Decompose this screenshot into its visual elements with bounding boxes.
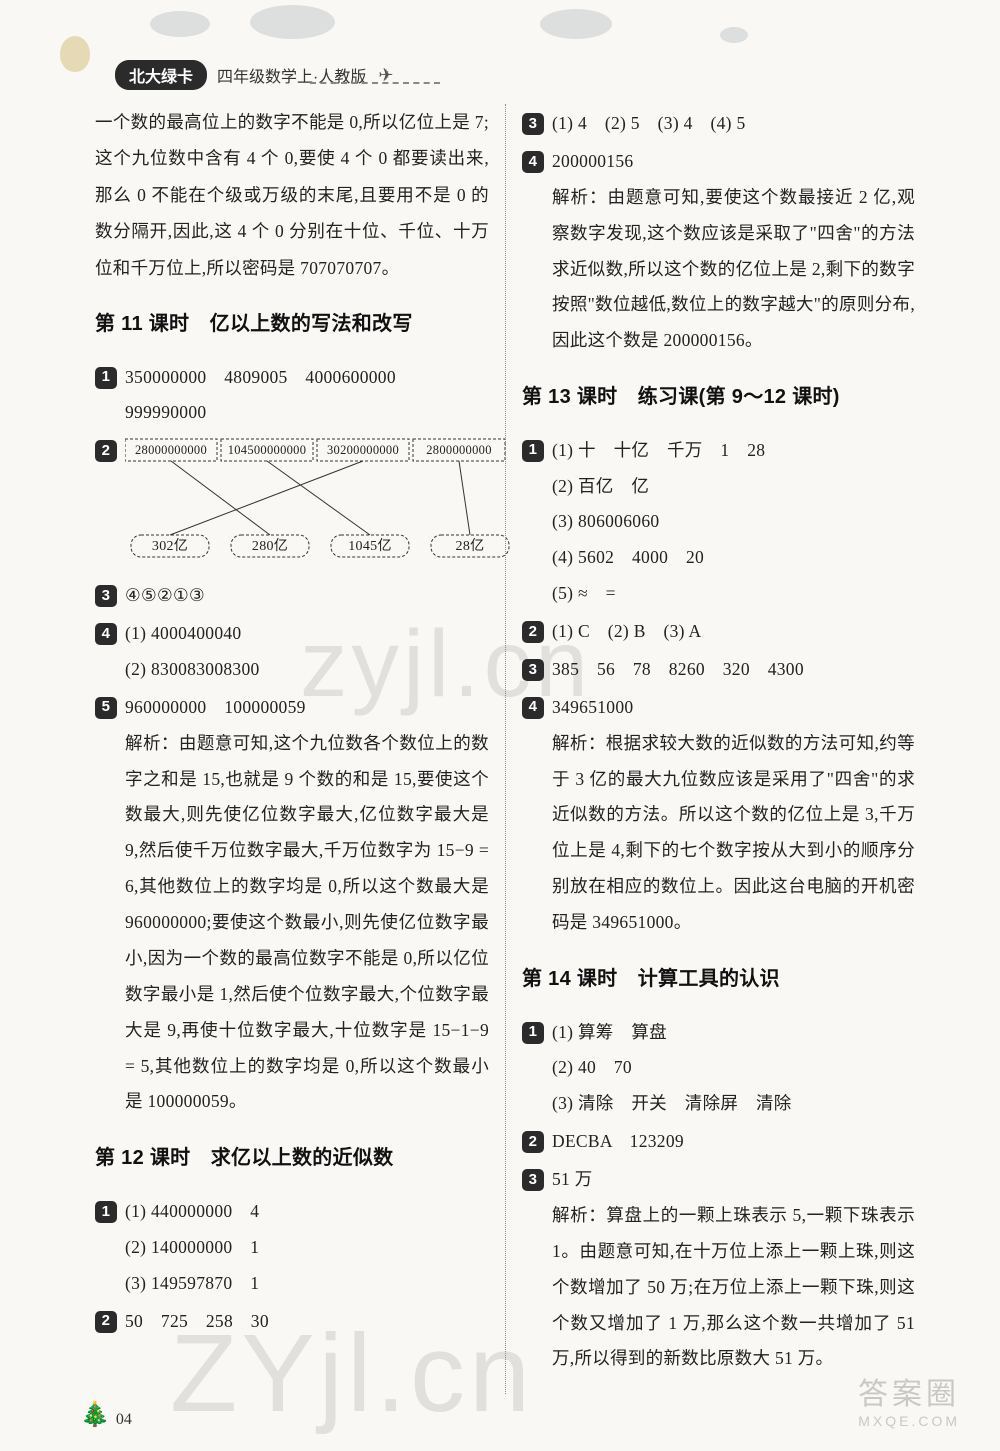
svg-text:302亿: 302亿 — [152, 538, 188, 554]
num-badge: 4 — [522, 697, 544, 719]
q11-4-1: (1) 4000400040 — [125, 616, 489, 652]
q14-3-body: 51 万 解析：算盘上的一颗上珠表示 5,一颗下珠表示 1。由题意可知,在十万位… — [552, 1162, 915, 1377]
num-badge: 1 — [522, 1022, 544, 1044]
q11-1: 1 350000000 4809005 4000600000 999990000 — [95, 360, 489, 432]
q14-1-3: (3) 清除 开关 清除屏 清除 — [552, 1086, 915, 1122]
q11-4-body: (1) 4000400040 (2) 830083008300 — [125, 616, 489, 688]
q12-1: 1 (1) 440000000 4 (2) 140000000 1 (3) 14… — [95, 1194, 489, 1302]
lesson-14-title: 第 14 课时 计算工具的认识 — [522, 959, 915, 1001]
q12-1-1: (1) 440000000 4 — [125, 1194, 489, 1230]
intro-paragraph: 一个数的最高位上的数字不能是 0,所以亿位上是 7;这个九位数中含有 4 个 0… — [95, 104, 489, 286]
num-badge: 4 — [522, 151, 544, 173]
brand-bot: MXQE.COM — [858, 1413, 960, 1429]
q11-5-body: 960000000 100000059 解析：由题意可知,这个九位数各个数位上的… — [125, 690, 489, 1121]
q12-2-body: 50 725 258 30 — [125, 1304, 489, 1340]
brand-top: 答案圈 — [858, 1369, 960, 1413]
q12-4: 4 200000156 解析：由题意可知,要使这个数最接近 2 亿,观察数字发现… — [522, 144, 915, 359]
series-badge: 北大绿卡 — [115, 60, 207, 90]
q12-4-head: 200000156 — [552, 144, 915, 180]
decorative-clouds — [0, 5, 1000, 60]
q14-1: 1 (1) 算筹 算盘 (2) 40 70 (3) 清除 开关 清除屏 清除 — [522, 1015, 915, 1123]
left-column: 一个数的最高位上的数字不能是 0,所以亿位上是 7;这个九位数中含有 4 个 0… — [95, 104, 505, 1394]
svg-text:1045亿: 1045亿 — [348, 538, 392, 554]
q13-1-5: (5) ≈ = — [552, 576, 915, 612]
q13-4-head: 349651000 — [552, 690, 915, 726]
svg-text:28亿: 28亿 — [456, 538, 485, 554]
q13-1-4: (4) 5602 4000 20 — [552, 540, 915, 576]
q12-1-3: (3) 149597870 1 — [125, 1266, 489, 1302]
page-number: 04 — [116, 1411, 132, 1429]
q11-4: 4 (1) 4000400040 (2) 830083008300 — [95, 616, 489, 688]
q11-3: 3 ④⑤②①③ — [95, 578, 489, 614]
q13-4-body: 349651000 解析：根据求较大数的近似数的方法可知,约等于 3 亿的最大九… — [552, 690, 915, 941]
lesson-12-title: 第 12 课时 求亿以上数的近似数 — [95, 1138, 489, 1180]
q14-1-1: (1) 算筹 算盘 — [552, 1015, 915, 1051]
q12-3-body: (1) 4 (2) 5 (3) 4 (4) 5 — [552, 106, 915, 142]
page-footer: 🎄 04 — [80, 1400, 132, 1429]
num-badge: 1 — [522, 440, 544, 462]
q14-3-head: 51 万 — [552, 1162, 915, 1198]
svg-text:30200000000: 30200000000 — [327, 443, 399, 457]
q13-4: 4 349651000 解析：根据求较大数的近似数的方法可知,约等于 3 亿的最… — [522, 690, 915, 941]
svg-text:280亿: 280亿 — [252, 538, 288, 554]
q11-5: 5 960000000 100000059 解析：由题意可知,这个九位数各个数位… — [95, 690, 489, 1121]
q12-1-body: (1) 440000000 4 (2) 140000000 1 (3) 1495… — [125, 1194, 489, 1302]
page-header: 北大绿卡 四年级数学上·人教版 ✈ — [115, 60, 393, 90]
q13-4-explain: 解析：根据求较大数的近似数的方法可知,约等于 3 亿的最大九位数应该是采用了"四… — [552, 726, 915, 941]
q11-3-body: ④⑤②①③ — [125, 578, 489, 614]
q12-1-2: (2) 140000000 1 — [125, 1230, 489, 1266]
q12-4-explain: 解析：由题意可知,要使这个数最接近 2 亿,观察数字发现,这个数应该是采取了"四… — [552, 180, 915, 359]
q14-2-body: DECBA 123209 — [552, 1124, 915, 1160]
num-badge: 4 — [95, 623, 117, 645]
svg-text:28000000000: 28000000000 — [135, 443, 207, 457]
q12-4-body: 200000156 解析：由题意可知,要使这个数最接近 2 亿,观察数字发现,这… — [552, 144, 915, 359]
q13-2-body: (1) C (2) B (3) A — [552, 614, 915, 650]
num-badge: 5 — [95, 697, 117, 719]
right-column: 3 (1) 4 (2) 5 (3) 4 (4) 5 4 200000156 解析… — [506, 104, 915, 1394]
num-badge: 1 — [95, 1201, 117, 1223]
q12-3: 3 (1) 4 (2) 5 (3) 4 (4) 5 — [522, 106, 915, 142]
q13-2: 2 (1) C (2) B (3) A — [522, 614, 915, 650]
q13-3-body: 385 56 78 8260 320 4300 — [552, 652, 915, 688]
q11-2: 2 28000000000 104500000000 30200000000 2800… — [95, 433, 489, 576]
q11-5-head: 960000000 100000059 — [125, 690, 489, 726]
num-badge: 3 — [95, 585, 117, 607]
svg-text:2800000000: 2800000000 — [426, 443, 492, 457]
q13-1-body: (1) 十 十亿 千万 1 28 (2) 百亿 亿 (3) 806006060 … — [552, 433, 915, 612]
q13-1-2: (2) 百亿 亿 — [552, 469, 915, 505]
q11-5-explain: 解析：由题意可知,这个九位数各个数位上的数字之和是 15,也就是 9 个数的和是… — [125, 726, 489, 1121]
header-trail — [310, 82, 440, 84]
q14-3: 3 51 万 解析：算盘上的一颗上珠表示 5,一颗下珠表示 1。由题意可知,在十… — [522, 1162, 915, 1377]
num-badge: 3 — [522, 113, 544, 135]
q13-3: 3 385 56 78 8260 320 4300 — [522, 652, 915, 688]
q11-1-body: 350000000 4809005 4000600000 999990000 — [125, 360, 489, 432]
lesson-13-title: 第 13 课时 练习课(第 9～12 课时) — [522, 377, 915, 419]
q12-2: 2 50 725 258 30 — [95, 1304, 489, 1340]
num-badge: 2 — [95, 1311, 117, 1333]
num-badge: 2 — [522, 1131, 544, 1153]
q11-2-body: 28000000000 104500000000 30200000000 280000… — [125, 433, 510, 576]
q14-3-explain: 解析：算盘上的一颗上珠表示 5,一颗下珠表示 1。由题意可知,在十万位上添上一颗… — [552, 1198, 915, 1377]
q13-1: 1 (1) 十 十亿 千万 1 28 (2) 百亿 亿 (3) 80600606… — [522, 433, 915, 612]
num-badge: 3 — [522, 659, 544, 681]
bulb-decoration — [60, 36, 90, 72]
content-columns: 一个数的最高位上的数字不能是 0,所以亿位上是 7;这个九位数中含有 4 个 0… — [95, 104, 915, 1394]
q14-2: 2 DECBA 123209 — [522, 1124, 915, 1160]
q13-1-1: (1) 十 十亿 千万 1 28 — [552, 433, 915, 469]
q13-1-3: (3) 806006060 — [552, 504, 915, 540]
brand-watermark: 答案圈 MXQE.COM — [858, 1369, 960, 1429]
num-badge: 2 — [95, 440, 117, 462]
q14-1-2: (2) 40 70 — [552, 1050, 915, 1086]
num-badge: 1 — [95, 367, 117, 389]
tree-icon: 🎄 — [80, 1400, 110, 1429]
matching-diagram: 28000000000 104500000000 30200000000 280000… — [125, 433, 510, 563]
q11-4-2: (2) 830083008300 — [125, 652, 489, 688]
lesson-11-title: 第 11 课时 亿以上数的写法和改写 — [95, 304, 489, 346]
num-badge: 2 — [522, 621, 544, 643]
svg-text:104500000000: 104500000000 — [228, 443, 307, 457]
num-badge: 3 — [522, 1169, 544, 1191]
q14-1-body: (1) 算筹 算盘 (2) 40 70 (3) 清除 开关 清除屏 清除 — [552, 1015, 915, 1123]
